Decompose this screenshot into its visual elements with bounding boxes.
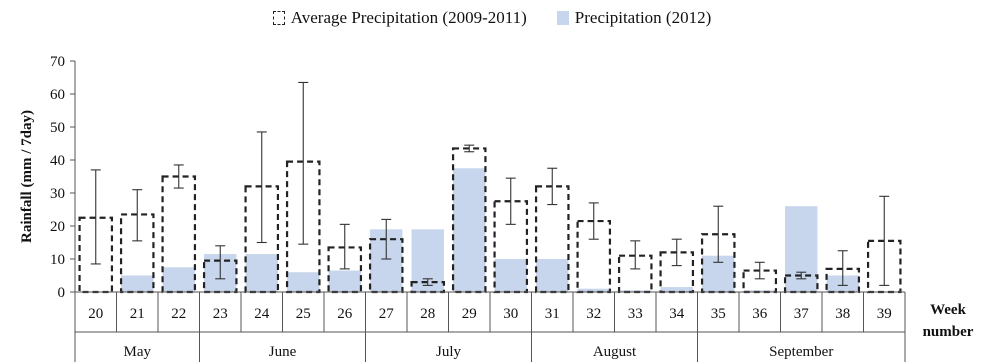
- x-tick-label: 38: [835, 306, 850, 322]
- bar-2012: [245, 254, 278, 292]
- bar-2012: [453, 168, 486, 292]
- x-tick-label: 20: [88, 306, 103, 322]
- legend-entry-average: Average Precipitation (2009-2011): [272, 8, 527, 28]
- x-axis-title-line1: Week: [930, 302, 966, 318]
- bar-average: [493, 200, 529, 294]
- y-tick-label: 50: [50, 120, 65, 136]
- bar-average: [700, 233, 736, 294]
- y-tick-label: 0: [58, 285, 66, 301]
- month-label: July: [436, 344, 462, 360]
- bar-2012: [287, 272, 320, 292]
- x-tick-label: 39: [877, 306, 892, 322]
- month-label: August: [593, 344, 637, 360]
- x-tick-label: 21: [130, 306, 145, 322]
- y-tick-label: 30: [50, 186, 65, 202]
- y-tick-label: 60: [50, 87, 65, 103]
- y-tick-label: 20: [50, 219, 65, 235]
- y-tick-label: 40: [50, 153, 65, 169]
- bar-average: [119, 213, 155, 294]
- x-tick-label: 37: [794, 306, 810, 322]
- y-axis-title: Rainfall (mm / 7day): [19, 110, 35, 243]
- legend-swatch-filled: [556, 11, 569, 25]
- month-label: June: [269, 344, 297, 360]
- bar-average: [576, 219, 612, 294]
- x-tick-label: 33: [628, 306, 643, 322]
- bar-2012: [577, 288, 610, 292]
- bar-2012: [660, 287, 693, 292]
- x-tick-label: 30: [503, 306, 518, 322]
- bar-2012: [162, 267, 195, 292]
- month-label: September: [769, 344, 833, 360]
- chart-legend: Average Precipitation (2009-2011) Precip…: [0, 8, 984, 28]
- x-tick-label: 24: [254, 306, 270, 322]
- x-tick-label: 25: [296, 306, 311, 322]
- legend-swatch-dashed: [272, 11, 285, 25]
- x-tick-label: 26: [337, 306, 353, 322]
- y-tick-label: 10: [50, 252, 65, 268]
- bar-2012: [121, 275, 154, 292]
- bar-average: [866, 239, 902, 294]
- x-tick-label: 28: [420, 306, 435, 322]
- bar-average: [285, 160, 321, 294]
- x-tick-label: 35: [711, 306, 726, 322]
- bar-2012: [494, 259, 527, 292]
- bar-2012: [328, 270, 361, 292]
- x-tick-label: 32: [586, 306, 601, 322]
- month-label: May: [124, 344, 152, 360]
- x-tick-label: 22: [171, 306, 186, 322]
- y-tick-label: 70: [50, 54, 65, 70]
- bar-2012: [536, 259, 569, 292]
- x-tick-label: 29: [462, 306, 477, 322]
- x-tick-label: 31: [545, 306, 560, 322]
- x-tick-label: 27: [379, 306, 395, 322]
- legend-entry-2012: Precipitation (2012): [556, 8, 712, 28]
- legend-label-average: Average Precipitation (2009-2011): [290, 8, 527, 27]
- x-tick-label: 34: [669, 306, 685, 322]
- legend-label-2012: Precipitation (2012): [574, 8, 712, 27]
- x-tick-label: 36: [752, 306, 768, 322]
- x-tick-label: 23: [213, 306, 228, 322]
- bar-average: [659, 251, 695, 294]
- bar-average: [202, 259, 238, 294]
- x-axis-title-line2: number: [923, 324, 974, 340]
